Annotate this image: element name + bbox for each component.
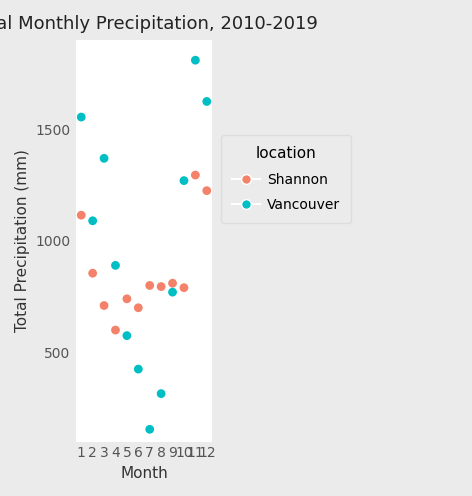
Vancouver — [123, 332, 131, 340]
Vancouver — [89, 217, 96, 225]
Shannon — [157, 283, 165, 291]
Vancouver — [203, 98, 211, 106]
Shannon — [135, 304, 142, 311]
Vancouver — [146, 426, 153, 434]
Vancouver — [135, 365, 142, 373]
Shannon — [192, 171, 199, 179]
Shannon — [112, 326, 119, 334]
Shannon — [169, 279, 177, 287]
Vancouver — [192, 56, 199, 64]
Y-axis label: Total Precipitation (mm): Total Precipitation (mm) — [15, 149, 30, 332]
Legend: Shannon, Vancouver: Shannon, Vancouver — [221, 135, 351, 223]
X-axis label: Month: Month — [120, 466, 168, 481]
Title: Total Monthly Precipitation, 2010-2019: Total Monthly Precipitation, 2010-2019 — [0, 15, 318, 33]
Vancouver — [180, 177, 188, 185]
Vancouver — [77, 113, 85, 121]
Shannon — [77, 211, 85, 219]
Vancouver — [112, 261, 119, 269]
Vancouver — [169, 288, 177, 296]
Vancouver — [157, 390, 165, 398]
Vancouver — [100, 154, 108, 162]
Shannon — [100, 302, 108, 310]
Shannon — [180, 284, 188, 292]
Shannon — [203, 186, 211, 194]
Shannon — [146, 282, 153, 290]
Shannon — [89, 269, 96, 277]
Shannon — [123, 295, 131, 303]
